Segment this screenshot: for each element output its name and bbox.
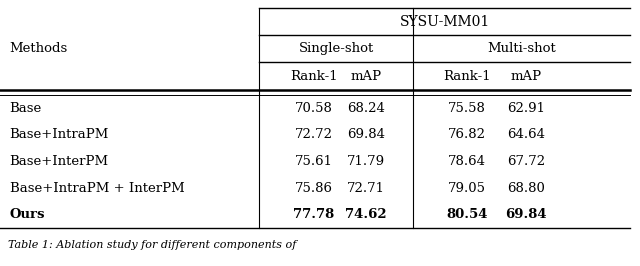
Text: 75.61: 75.61 bbox=[294, 155, 333, 168]
Text: Table 1: Ablation study for different components of: Table 1: Ablation study for different co… bbox=[8, 240, 296, 250]
Text: Multi-shot: Multi-shot bbox=[487, 42, 556, 55]
Text: mAP: mAP bbox=[511, 69, 541, 82]
Text: 68.80: 68.80 bbox=[507, 182, 545, 195]
Text: 77.78: 77.78 bbox=[293, 208, 334, 221]
Text: 79.05: 79.05 bbox=[448, 182, 486, 195]
Text: Methods: Methods bbox=[10, 43, 68, 56]
Text: 64.64: 64.64 bbox=[507, 128, 545, 142]
Text: 70.58: 70.58 bbox=[294, 102, 333, 115]
Text: Base+IntraPM: Base+IntraPM bbox=[10, 128, 109, 142]
Text: 69.84: 69.84 bbox=[505, 208, 547, 221]
Text: 75.58: 75.58 bbox=[448, 102, 486, 115]
Text: Base: Base bbox=[10, 102, 42, 115]
Text: 72.71: 72.71 bbox=[347, 182, 385, 195]
Text: Rank-1: Rank-1 bbox=[290, 69, 337, 82]
Text: Rank-1: Rank-1 bbox=[444, 69, 491, 82]
Text: 67.72: 67.72 bbox=[507, 155, 545, 168]
Text: Single-shot: Single-shot bbox=[298, 42, 374, 55]
Text: 80.54: 80.54 bbox=[447, 208, 488, 221]
Text: SYSU-MM01: SYSU-MM01 bbox=[399, 15, 490, 28]
Text: mAP: mAP bbox=[351, 69, 381, 82]
Text: 75.86: 75.86 bbox=[294, 182, 333, 195]
Text: 72.72: 72.72 bbox=[294, 128, 333, 142]
Text: 68.24: 68.24 bbox=[347, 102, 385, 115]
Text: 69.84: 69.84 bbox=[347, 128, 385, 142]
Text: 74.62: 74.62 bbox=[345, 208, 387, 221]
Text: Ours: Ours bbox=[10, 208, 45, 221]
Text: 78.64: 78.64 bbox=[448, 155, 486, 168]
Text: Base+IntraPM + InterPM: Base+IntraPM + InterPM bbox=[10, 182, 184, 195]
Text: Base+InterPM: Base+InterPM bbox=[10, 155, 109, 168]
Text: 71.79: 71.79 bbox=[347, 155, 385, 168]
Text: 76.82: 76.82 bbox=[448, 128, 486, 142]
Text: 62.91: 62.91 bbox=[507, 102, 545, 115]
